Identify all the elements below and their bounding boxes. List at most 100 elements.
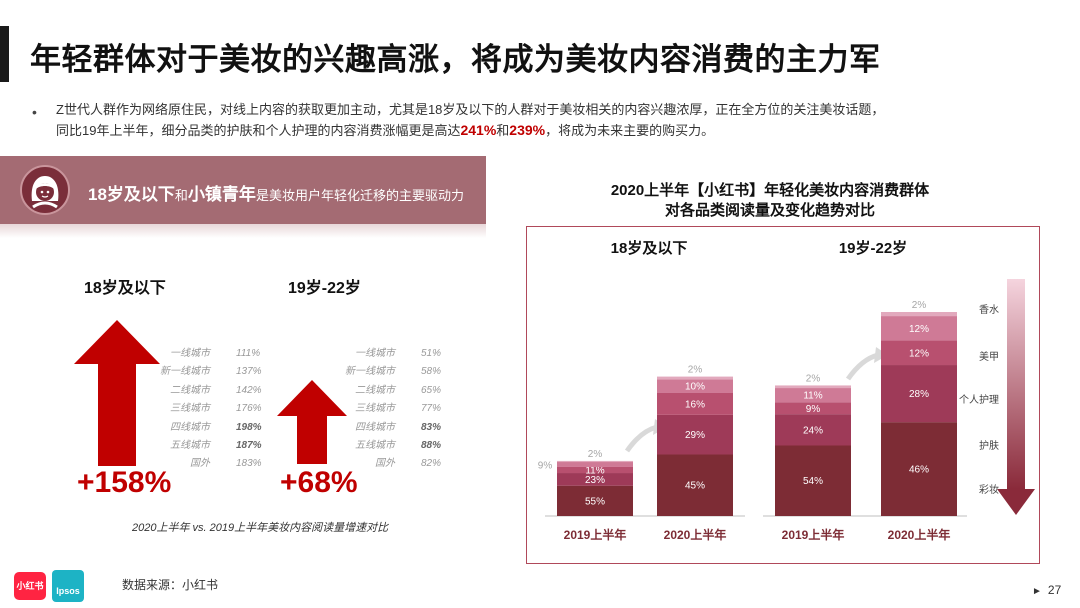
intro-text-3: ，将成为未来主要的购买力。	[545, 123, 715, 138]
trend-arrow-icon	[624, 424, 658, 453]
city-name: 一线城市	[170, 348, 210, 359]
legend-label: 彩妆	[979, 483, 999, 496]
data-source: 数据来源：小红书	[122, 578, 219, 592]
bar-segment	[881, 365, 957, 423]
chart-frame	[526, 226, 1040, 564]
city-growth-value: 88%	[421, 440, 442, 452]
banner-highlight-age: 18岁及以下	[88, 185, 175, 204]
banner-rest: 是美妆用户年轻化迁移的主要驱动力	[255, 188, 464, 203]
bar-segment	[557, 462, 633, 467]
comparison-caption: 2020上半年 vs. 2019上半年美妆内容阅读量增速对比	[132, 522, 389, 534]
data-label: 28%	[909, 389, 929, 400]
city-growth-value: 83%	[421, 421, 442, 433]
growth-value-19-22: +68%	[280, 466, 358, 499]
intro-and: 和	[496, 123, 510, 138]
legend-gradient-bar	[1007, 279, 1025, 489]
city-growth-value: 51%	[421, 348, 442, 359]
bullet-dot: •	[32, 104, 37, 120]
data-label: 11%	[803, 391, 822, 402]
bar-segment	[557, 473, 633, 486]
city-growth-value: 183%	[236, 458, 262, 470]
highlight-skincare-growth: 241%	[460, 122, 497, 138]
data-label: 2%	[806, 373, 821, 384]
data-label: 2%	[912, 300, 927, 311]
bar-segment	[775, 402, 851, 415]
data-label: 9%	[806, 404, 821, 415]
bar-segment	[557, 466, 633, 474]
data-label: 29%	[685, 430, 705, 441]
data-label: 24%	[803, 425, 823, 436]
city-name: 国外	[375, 458, 395, 470]
city-growth-value: 176%	[236, 403, 262, 415]
page-number: ► 27	[1032, 583, 1061, 597]
city-growth-value: 187%	[236, 440, 262, 452]
data-label: 12%	[909, 324, 929, 335]
group-label-under-18: 18岁及以下	[84, 280, 166, 297]
title-accent-bar	[0, 26, 9, 82]
banner-message: 18岁及以下和小镇青年是美妆用户年轻化迁移的主要驱动力	[88, 180, 464, 205]
group-label: 18岁及以下	[611, 239, 688, 257]
highlight-personal-care-growth: 239%	[509, 122, 546, 138]
bar-segment	[775, 414, 851, 446]
chart-title-line1: 2020上半年【小红书】年轻化美妆内容消费群体	[610, 182, 930, 199]
city-name: 三线城市	[170, 403, 210, 415]
city-name: 四线城市	[355, 421, 395, 433]
bar-segment	[657, 379, 733, 393]
legend-label: 护肤	[979, 439, 999, 452]
bar-segment	[775, 388, 851, 403]
chart-title: 2020上半年【小红书】年轻化美妆内容消费群体 对各品类阅读量及变化趋势对比	[560, 181, 980, 221]
group-label: 19岁-22岁	[839, 239, 907, 257]
page-number-value: 27	[1047, 583, 1062, 597]
bar-segment	[881, 340, 957, 366]
city-name: 国外	[190, 458, 210, 470]
data-label: 10%	[685, 382, 705, 393]
city-list-19-22: 一线城市 新一线城市 二线城市 三线城市 四线城市 五线城市 国外	[325, 345, 395, 474]
data-label: 54%	[803, 476, 823, 487]
bar-segment	[775, 445, 851, 516]
data-label: 46%	[909, 465, 929, 476]
legend-label: 美甲	[979, 350, 999, 363]
city-growth-value: 65%	[421, 384, 442, 396]
city-name: 新一线城市	[345, 366, 395, 378]
city-growth-value: 77%	[421, 403, 442, 415]
chart-title-line2: 对各品类阅读量及变化趋势对比	[664, 202, 875, 219]
city-name: 五线城市	[355, 440, 395, 452]
data-label: 11%	[585, 466, 604, 477]
city-name: 三线城市	[355, 403, 395, 415]
bar-segment	[657, 376, 733, 380]
city-list-under-18: 一线城市 新一线城市 二线城市 三线城市 四线城市 五线城市 国外	[140, 345, 210, 474]
city-name: 四线城市	[170, 421, 210, 433]
intro-paragraph: Z世代人群作为网络原住民，对线上内容的获取更加主动，尤其是18岁及以下的人群对于…	[56, 100, 1046, 141]
insight-banner	[0, 156, 486, 224]
x-tick-label: 2020上半年	[888, 527, 951, 542]
data-label: 2%	[688, 365, 703, 376]
growth-arrow-up-icon	[277, 380, 347, 464]
ipsos-logo: Ipsos	[52, 570, 84, 602]
bar-segment	[557, 485, 633, 516]
stacked-bar-chart: 18岁及以下 19岁-22岁55%23%11%9%2%2019上半年45%29%1…	[538, 239, 1035, 542]
city-growth-value: 137%	[236, 366, 262, 378]
x-tick-label: 2019上半年	[564, 527, 627, 542]
young-woman-icon	[20, 165, 70, 215]
bar-segment	[557, 460, 633, 463]
banner-highlight-town: 小镇青年	[187, 185, 256, 204]
legend-arrow-down-icon	[997, 489, 1035, 515]
city-growth-value: 198%	[236, 421, 262, 433]
bar-segment	[881, 312, 957, 317]
bar-segment	[881, 316, 957, 341]
city-name: 新一线城市	[160, 366, 210, 378]
trend-arrow-icon	[845, 352, 879, 381]
city-growth-value: 58%	[421, 366, 442, 378]
bar-segment	[657, 454, 733, 516]
city-name: 五线城市	[170, 440, 210, 452]
bar-segment	[657, 414, 733, 455]
data-label: 2%	[588, 449, 603, 460]
x-tick-label: 2019上半年	[782, 527, 845, 542]
intro-text-1: Z世代人群作为网络原住民，对线上内容的获取更加主动，尤其是18岁及以下的人群对于…	[56, 102, 885, 117]
growth-list-19-22: 51% 58% 65% 77% 83% 88% 82%	[421, 345, 461, 474]
growth-list-under-18: 111% 137% 142% 176% 198% 187% 183%	[236, 345, 276, 474]
x-tick-label: 2020上半年	[664, 527, 727, 542]
city-name: 二线城市	[355, 384, 395, 396]
banner-and: 和	[174, 188, 188, 203]
data-label: 16%	[685, 399, 705, 410]
